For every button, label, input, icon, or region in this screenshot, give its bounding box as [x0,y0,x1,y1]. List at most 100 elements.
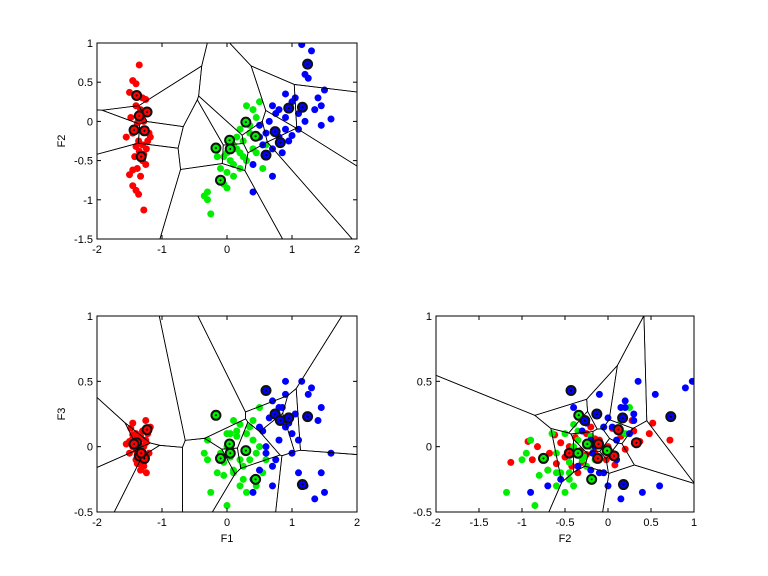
cluster-center-dot [287,107,290,110]
data-point [217,164,224,172]
data-point [132,80,140,88]
data-point [630,417,638,425]
data-point [256,121,263,129]
cluster-center-dot [244,449,247,452]
data-point [140,206,148,214]
data-point [565,475,573,483]
cluster-center-dot [590,478,593,481]
cluster-center-dot [146,428,149,431]
data-point [220,471,228,479]
data-point [544,482,552,490]
data-point [656,482,664,490]
y-tick-label: 0.5 [78,77,93,89]
cluster-center-dot [229,147,232,150]
cluster-center-dot [219,457,222,460]
data-point [574,436,582,444]
data-point [249,188,257,196]
data-point [246,423,254,431]
data-point [243,102,250,110]
x-tick-label: 0 [224,244,230,256]
y-tick-label: 0.5 [78,376,93,388]
y-tick-label: 0 [426,442,432,454]
data-point [252,449,260,457]
data-point [604,482,612,490]
y-tick-label: 1 [426,311,432,323]
y-tick-label: 0 [87,442,93,454]
cluster-center-dot [146,110,149,113]
data-point [578,427,586,435]
cluster-center-dot [274,413,277,415]
cluster-center-dot [228,443,231,446]
data-point [282,377,289,385]
data-point [122,133,130,141]
data-point [327,115,335,123]
data-point [311,106,319,114]
subplot-1: -2 -1 0 1 2 -1.5 -1 -0.5 0 0.5 1 F2 [56,38,360,256]
data-point [137,172,145,180]
data-point [223,184,231,192]
voronoi-cell [197,316,343,413]
data-point [617,495,625,503]
y-tick-label: -1 [83,195,93,207]
x-axis-label: F2 [559,533,572,545]
cluster-center-dot [622,483,625,486]
data-point [552,469,560,477]
data-point [546,449,554,457]
data-point [269,397,276,405]
cluster-center-dot [254,135,257,138]
data-point [236,420,244,428]
cluster-center-dot [279,141,282,144]
data-point [651,390,659,398]
cluster-center-dot [254,478,257,481]
data-point [236,456,244,464]
data-point [213,153,221,161]
data-point [295,469,302,477]
data-point [129,431,137,439]
data-point [256,98,263,106]
cluster-center-dot [135,94,138,97]
cluster-center-dot [570,389,573,392]
y-axis-label: F3 [56,408,68,421]
data-point [317,121,325,129]
data-point [613,436,621,444]
data-point [666,436,674,444]
data-point [285,137,293,145]
data-point [126,88,133,96]
data-point [600,469,608,477]
data-point [137,466,145,474]
data-point [272,456,280,464]
cluster-center-dot [279,419,282,422]
data-point [269,462,276,470]
cluster-center-dot [133,443,136,446]
cluster-center-dot [143,129,146,132]
data-point [535,471,543,479]
data-point [142,161,150,169]
data-point [223,501,231,509]
data-point [204,456,211,464]
data-point [223,430,231,438]
data-point [236,125,244,133]
data-point [638,488,646,496]
data-point [321,488,328,496]
voronoi-cell [599,437,619,460]
cluster-center-dot [595,413,598,415]
data-point [649,419,657,427]
x-tick-label: 2 [354,244,360,256]
data-point [246,456,254,464]
cluster-center-dot [586,443,589,446]
data-point [239,153,247,161]
data-point [503,488,511,496]
cluster-center-dot [577,414,580,417]
data-point [634,377,642,385]
data-point [278,149,286,157]
data-point [200,449,208,457]
data-point [249,106,257,114]
data-point [204,196,211,204]
data-point [561,488,569,496]
data-point [595,390,603,398]
data-point [135,190,143,198]
y-axis-label: F2 [56,135,68,148]
cluster-center-dot [229,452,232,455]
cluster-center-dot [635,441,638,444]
x-tick-label: -1 [157,517,167,529]
